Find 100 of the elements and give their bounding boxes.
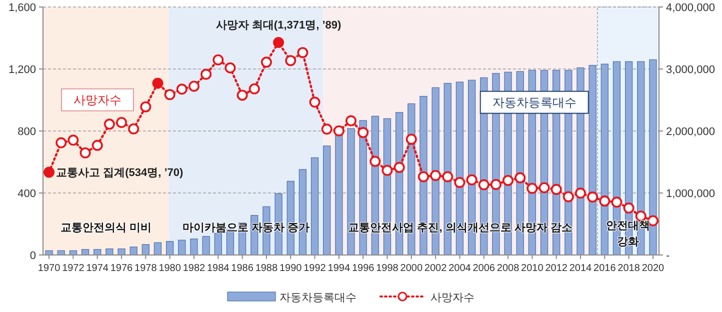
band-label: 안전대책 강화 [606,220,650,248]
point [188,80,200,92]
y-tick-label: 800 [18,126,36,138]
x-tick-label: 1970 [38,263,61,274]
point [224,62,236,74]
bar [310,157,319,256]
bar [214,233,222,256]
point [454,176,466,188]
point [309,96,320,108]
bar [166,241,174,256]
point [490,178,502,190]
point [333,125,344,136]
point [502,174,514,186]
point [273,36,284,48]
point [514,172,526,184]
point [550,184,562,195]
point [623,202,634,214]
label-box: 자동차등록대수 [480,90,589,114]
point [140,101,152,112]
point [260,56,272,68]
point [587,192,598,203]
point [574,188,586,199]
bar [202,236,210,256]
bar [178,240,186,256]
point [611,196,622,208]
legend-label: 사망자수 [430,292,474,304]
bar [649,59,657,256]
annotation: 사망자 최대(1,371명, ’89) [216,19,342,32]
point [562,191,574,202]
point [128,123,140,134]
legend-label: 자동차등록대수 [280,292,356,304]
bar [154,242,162,256]
x-tick-label: 1988 [255,263,278,274]
x-tick-label: 1990 [279,263,302,274]
point [56,137,67,148]
y2-tick-label: - [666,250,670,262]
label-box: 사망자수 [60,88,134,112]
point [92,140,103,151]
x-tick-label: 1986 [231,263,254,274]
point [418,171,429,182]
x-tick-label: 2018 [618,263,640,274]
y2-tick-label: 3,000,000 [666,64,715,76]
x-tick-label: 1972 [62,263,85,274]
x-tick-label: 1996 [352,263,375,274]
point [370,156,381,167]
y2-tick-label: 4,000,000 [666,2,715,14]
point [430,170,442,181]
x-tick-label: 1974 [86,263,109,274]
point [358,127,369,138]
y2-tick-label: 1,000,000 [666,188,715,200]
point [346,115,356,126]
band-label: 교통안전의식 미비 [60,222,152,234]
bar [106,248,114,256]
x-tick-label: 1980 [158,263,182,274]
point [382,164,393,176]
x-tick-label: 2006 [472,263,496,274]
point [394,162,405,173]
point [321,124,332,135]
band-label: 교통안전사업 추진, 의식개선으로 사망자 감소 [348,222,572,234]
annotation: 교통사고 집계(534명, ’70) [56,167,184,180]
point [236,90,248,101]
x-tick-label: 2012 [545,263,568,274]
point [538,182,550,194]
x-tick-label: 2000 [400,263,423,274]
bar [323,146,331,256]
point [212,54,224,66]
bar [335,135,343,256]
point [116,116,128,128]
x-tick-label: 1994 [328,263,350,274]
x-tick-label: 2014 [569,263,592,274]
x-tick-label: 2010 [521,263,544,274]
point [647,215,658,226]
point [297,47,308,58]
y-tick-label: 1,200 [8,64,36,76]
bar [130,246,138,256]
x-tick-label: 1984 [207,263,230,274]
point [478,179,490,190]
point [466,174,478,186]
point [44,166,55,178]
x-tick-label: 1978 [134,263,158,274]
point [526,182,538,194]
bar [118,248,126,256]
y2-tick-label: 2,000,000 [666,126,715,138]
point [164,89,176,100]
y-tick-label: 1,600 [8,2,36,14]
x-tick-label: 1976 [110,263,134,274]
bar [600,64,608,256]
point [104,118,115,130]
bar [588,64,596,256]
bar [190,238,198,256]
x-tick-label: 2008 [496,263,520,274]
point [248,83,260,94]
x-tick-label: 1992 [304,263,326,274]
bar [142,244,150,256]
point [406,134,417,145]
x-tick-label: 1982 [182,263,206,274]
x-tick-label: 2002 [424,263,448,274]
x-tick-label: 2004 [448,263,472,274]
point [442,171,454,182]
point [68,134,79,146]
